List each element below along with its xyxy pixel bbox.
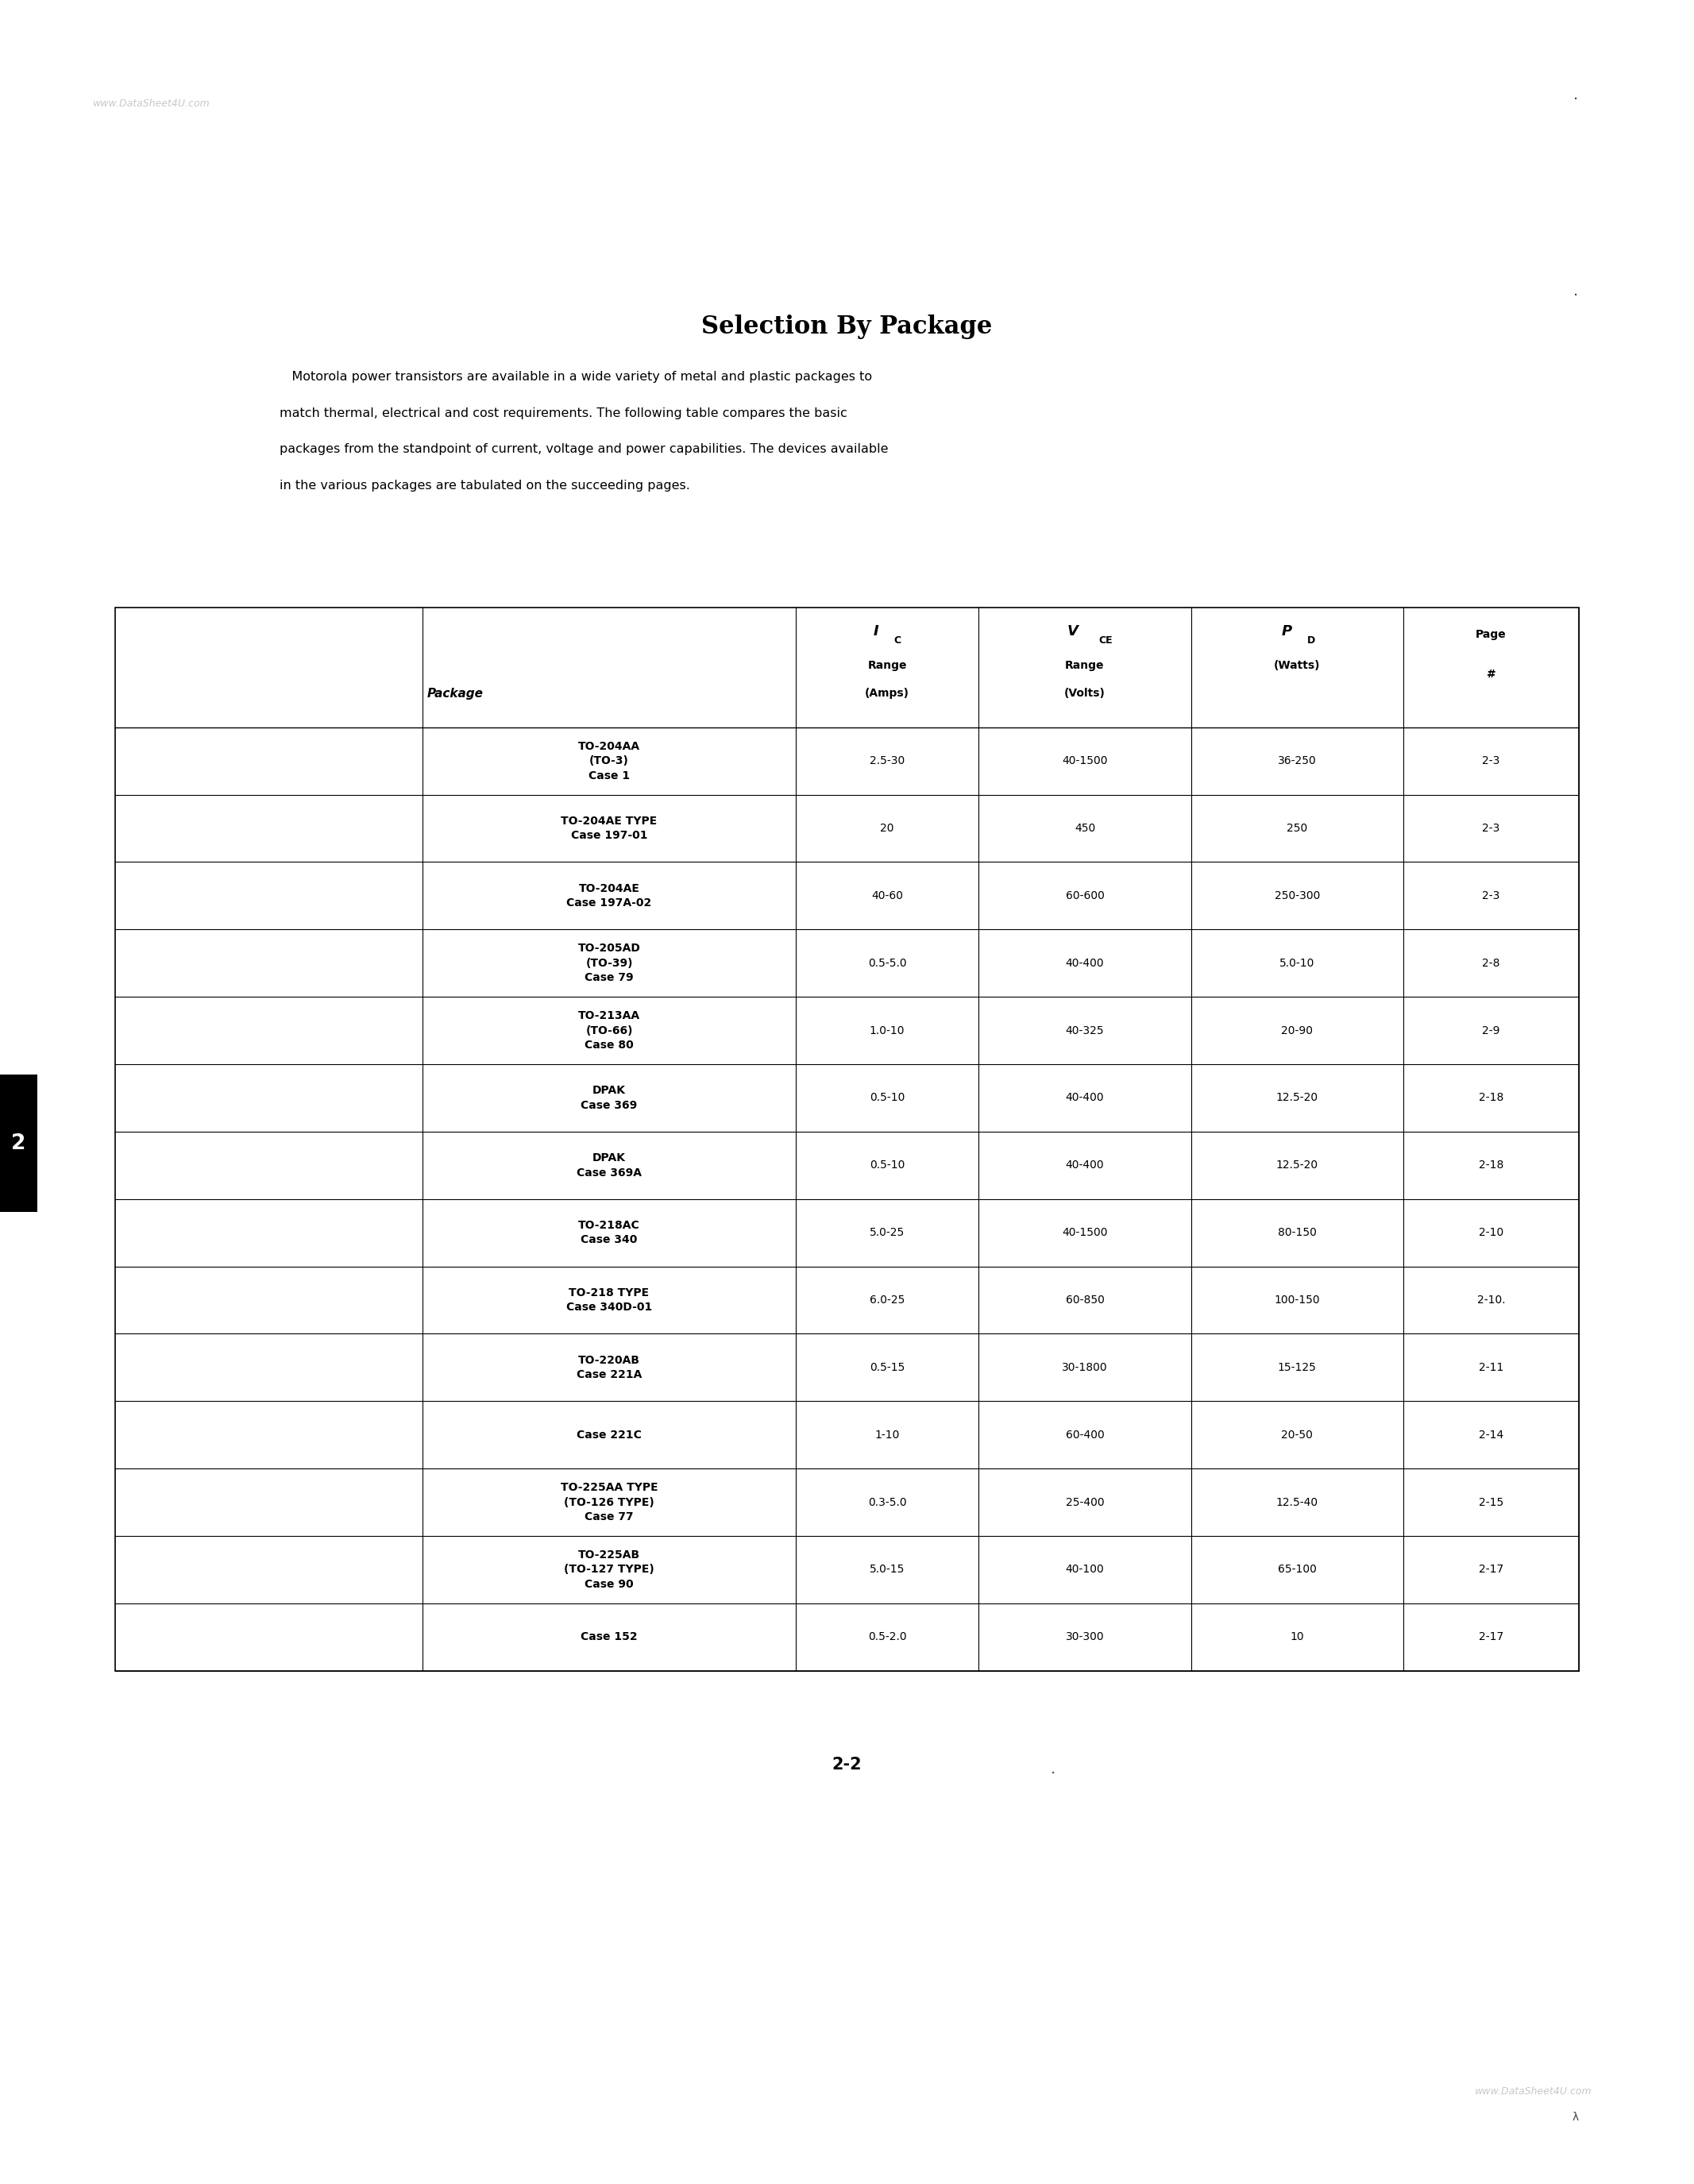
- Text: 0.5-15: 0.5-15: [869, 1363, 905, 1374]
- Text: TO-225AA TYPE
(TO-126 TYPE)
Case 77: TO-225AA TYPE (TO-126 TYPE) Case 77: [561, 1483, 657, 1522]
- Text: 2-3: 2-3: [1482, 891, 1499, 902]
- Text: 0.5-10: 0.5-10: [869, 1160, 905, 1171]
- Text: 12.5-40: 12.5-40: [1276, 1496, 1318, 1507]
- Text: 2-18: 2-18: [1479, 1092, 1504, 1103]
- Text: 10: 10: [1291, 1631, 1304, 1642]
- Text: 0.3-5.0: 0.3-5.0: [867, 1496, 906, 1507]
- Text: TO-204AA
(TO-3)
Case 1: TO-204AA (TO-3) Case 1: [578, 740, 640, 782]
- Text: packages from the standpoint of current, voltage and power capabilities. The dev: packages from the standpoint of current,…: [280, 443, 888, 454]
- Text: 20: 20: [881, 823, 894, 834]
- Text: 40-60: 40-60: [871, 891, 903, 902]
- Text: 450: 450: [1074, 823, 1096, 834]
- Text: 80-150: 80-150: [1277, 1227, 1316, 1238]
- Text: TO-225AB
(TO-127 TYPE)
Case 90: TO-225AB (TO-127 TYPE) Case 90: [564, 1548, 654, 1590]
- Text: 2-3: 2-3: [1482, 756, 1499, 767]
- Text: 1.0-10: 1.0-10: [869, 1024, 905, 1035]
- Text: TO-220AB
Case 221A: TO-220AB Case 221A: [576, 1354, 642, 1380]
- Text: 30-1800: 30-1800: [1062, 1363, 1108, 1374]
- Text: C: C: [894, 636, 901, 646]
- Text: 60-600: 60-600: [1066, 891, 1104, 902]
- Text: 0.5-10: 0.5-10: [869, 1092, 905, 1103]
- Text: 0.5-2.0: 0.5-2.0: [867, 1631, 906, 1642]
- Text: .: .: [1574, 284, 1577, 299]
- Text: TO-204AE
Case 197A-02: TO-204AE Case 197A-02: [566, 882, 652, 909]
- Text: TO-218 TYPE
Case 340D-01: TO-218 TYPE Case 340D-01: [566, 1286, 652, 1313]
- Text: 1-10: 1-10: [874, 1428, 900, 1441]
- Text: 2.5-30: 2.5-30: [869, 756, 905, 767]
- Text: I: I: [874, 625, 879, 640]
- Text: (Amps): (Amps): [866, 688, 910, 699]
- Text: 2: 2: [12, 1133, 25, 1153]
- Text: 250: 250: [1287, 823, 1308, 834]
- Text: 100-150: 100-150: [1274, 1295, 1320, 1306]
- Text: 40-1500: 40-1500: [1062, 756, 1108, 767]
- Text: P: P: [1281, 625, 1293, 640]
- Text: www.DataSheet4U.com: www.DataSheet4U.com: [1475, 2086, 1592, 2097]
- Text: V: V: [1067, 625, 1077, 640]
- Bar: [115, 607, 1579, 1671]
- Text: 36-250: 36-250: [1277, 756, 1316, 767]
- Text: 20-90: 20-90: [1281, 1024, 1313, 1035]
- Text: 40-1500: 40-1500: [1062, 1227, 1108, 1238]
- Text: 20-50: 20-50: [1281, 1428, 1313, 1441]
- Text: 2-8: 2-8: [1482, 957, 1499, 970]
- Text: 250-300: 250-300: [1274, 891, 1320, 902]
- Text: DPAK
Case 369A: DPAK Case 369A: [576, 1153, 642, 1177]
- Text: 15-125: 15-125: [1277, 1363, 1316, 1374]
- Text: Range: Range: [867, 660, 906, 670]
- Text: Selection By Package: Selection By Package: [701, 314, 993, 339]
- Text: 2-15: 2-15: [1479, 1496, 1503, 1507]
- Text: TO-218AC
Case 340: TO-218AC Case 340: [578, 1221, 640, 1245]
- Text: 60-850: 60-850: [1066, 1295, 1104, 1306]
- Text: (Volts): (Volts): [1064, 688, 1106, 699]
- Text: Range: Range: [1066, 660, 1104, 670]
- Text: DPAK
Case 369: DPAK Case 369: [581, 1085, 637, 1112]
- Text: 30-300: 30-300: [1066, 1631, 1104, 1642]
- Text: .: .: [1574, 87, 1577, 103]
- Text: 2-3: 2-3: [1482, 823, 1499, 834]
- Text: 2-10: 2-10: [1479, 1227, 1503, 1238]
- Text: 40-400: 40-400: [1066, 1160, 1104, 1171]
- Text: in the various packages are tabulated on the succeeding pages.: in the various packages are tabulated on…: [280, 480, 689, 491]
- Text: www.DataSheet4U.com: www.DataSheet4U.com: [93, 98, 210, 109]
- Text: 2-2: 2-2: [832, 1756, 862, 1773]
- Text: 40-400: 40-400: [1066, 957, 1104, 970]
- Text: 2-17: 2-17: [1479, 1631, 1503, 1642]
- Text: λ: λ: [1572, 2112, 1579, 2123]
- Text: 2-10.: 2-10.: [1477, 1295, 1506, 1306]
- Text: 60-400: 60-400: [1066, 1428, 1104, 1441]
- Text: #: #: [1486, 668, 1496, 679]
- Bar: [0, 1075, 37, 1212]
- Text: TO-204AE TYPE
Case 197-01: TO-204AE TYPE Case 197-01: [561, 815, 657, 841]
- Text: 5.0-15: 5.0-15: [869, 1564, 905, 1575]
- Text: D: D: [1308, 636, 1315, 646]
- Text: 2-18: 2-18: [1479, 1160, 1504, 1171]
- Text: match thermal, electrical and cost requirements. The following table compares th: match thermal, electrical and cost requi…: [280, 406, 847, 419]
- Text: 0.5-5.0: 0.5-5.0: [867, 957, 906, 970]
- Text: 5.0-25: 5.0-25: [869, 1227, 905, 1238]
- Text: (Watts): (Watts): [1274, 660, 1320, 670]
- Text: 25-400: 25-400: [1066, 1496, 1104, 1507]
- Text: Page: Page: [1475, 629, 1506, 640]
- Text: Motorola power transistors are available in a wide variety of metal and plastic : Motorola power transistors are available…: [280, 371, 872, 382]
- Text: .: .: [1050, 1762, 1055, 1776]
- Text: 2-14: 2-14: [1479, 1428, 1503, 1441]
- Text: 40-400: 40-400: [1066, 1092, 1104, 1103]
- Text: 2-17: 2-17: [1479, 1564, 1503, 1575]
- Text: Case 152: Case 152: [581, 1631, 637, 1642]
- Text: 40-100: 40-100: [1066, 1564, 1104, 1575]
- Text: TO-205AD
(TO-39)
Case 79: TO-205AD (TO-39) Case 79: [578, 943, 640, 983]
- Text: Package: Package: [427, 688, 484, 699]
- Text: CE: CE: [1098, 636, 1113, 646]
- Text: 5.0-10: 5.0-10: [1279, 957, 1315, 970]
- Text: 6.0-25: 6.0-25: [869, 1295, 905, 1306]
- Text: 65-100: 65-100: [1277, 1564, 1316, 1575]
- Text: 12.5-20: 12.5-20: [1276, 1160, 1318, 1171]
- Text: 12.5-20: 12.5-20: [1276, 1092, 1318, 1103]
- Text: 2-9: 2-9: [1482, 1024, 1499, 1035]
- Text: 40-325: 40-325: [1066, 1024, 1104, 1035]
- Text: TO-213AA
(TO-66)
Case 80: TO-213AA (TO-66) Case 80: [578, 1011, 640, 1051]
- Text: Case 221C: Case 221C: [576, 1428, 642, 1441]
- Text: 2-11: 2-11: [1479, 1363, 1504, 1374]
